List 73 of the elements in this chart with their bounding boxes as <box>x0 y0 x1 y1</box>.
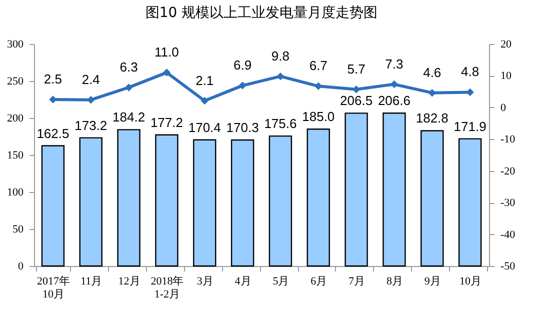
bar <box>382 112 406 267</box>
data-label: 2.5 <box>44 72 62 86</box>
bar <box>420 130 444 267</box>
data-label: 206.6 <box>378 93 410 108</box>
point <box>162 68 171 76</box>
bar <box>268 135 292 267</box>
data-label: 173.2 <box>74 118 108 133</box>
x-tick-label: 2018年 1-2月 <box>150 276 184 300</box>
point <box>276 72 284 80</box>
y-tick-label: 200 <box>7 112 24 124</box>
point <box>200 96 208 105</box>
data-label: 206.5 <box>340 93 373 108</box>
y2-tick-label: -40 <box>500 228 516 241</box>
data-label: 9.8 <box>271 48 290 64</box>
y2-tick-label: 10 <box>500 70 512 82</box>
x-tick-label: 6月 <box>310 276 328 288</box>
bar <box>306 128 330 267</box>
y2-tick-label: 20 <box>500 38 512 50</box>
x-tick-label: 7月 <box>348 276 366 288</box>
chart-title: 图10 规模以上工业发电量月度走势图 <box>145 5 378 21</box>
data-label: 7.3 <box>385 56 404 72</box>
x-tick-label: 8月 <box>386 276 403 288</box>
data-label: 6.3 <box>120 59 138 74</box>
data-label: 2.4 <box>82 72 100 87</box>
y2-tick-label: -30 <box>500 197 516 210</box>
data-label: 6.9 <box>234 58 252 73</box>
data-label: 4.8 <box>461 64 480 80</box>
bar <box>155 134 178 267</box>
data-label: 185.0 <box>302 109 335 124</box>
y-tick-label: 0 <box>18 260 24 272</box>
bar <box>230 139 254 267</box>
data-label: 184.2 <box>112 110 146 125</box>
bar <box>79 137 102 267</box>
point <box>124 84 133 92</box>
y2-tick-label: 0 <box>500 102 506 114</box>
y-tick-label: 150 <box>7 150 24 162</box>
x-tick-label: 12月 <box>118 276 140 288</box>
y2-tick-label: -50 <box>500 260 516 272</box>
point <box>238 82 246 90</box>
data-label: 5.7 <box>347 61 366 76</box>
data-label: 4.6 <box>423 64 442 80</box>
y2-tick-label: -10 <box>500 134 516 146</box>
x-tick-label: 4月 <box>234 276 252 288</box>
data-label: 182.8 <box>416 110 448 126</box>
y-tick-label: 50 <box>12 224 24 236</box>
data-label: 175.6 <box>264 116 297 132</box>
bar <box>117 129 140 267</box>
data-label: 170.3 <box>226 120 259 135</box>
y-tick-label: 300 <box>7 38 24 50</box>
point <box>390 80 398 88</box>
x-tick-label: 9月 <box>424 276 441 288</box>
data-label: 170.4 <box>188 120 221 135</box>
x-tick-label: 5月 <box>272 276 290 288</box>
data-label: 162.5 <box>36 126 70 141</box>
y2-tick-label: -20 <box>500 165 516 178</box>
y-tick-label: 250 <box>7 76 24 88</box>
point <box>314 82 322 90</box>
bar <box>193 139 216 267</box>
data-label: 171.9 <box>454 118 486 134</box>
x-tick-label: 3月 <box>196 276 214 288</box>
data-label: 2.1 <box>196 72 214 88</box>
x-tick-label: 10月 <box>460 276 482 288</box>
data-label: 11.0 <box>154 44 179 60</box>
y-tick-label: 100 <box>7 186 24 198</box>
bar <box>344 112 368 267</box>
bar <box>458 138 482 267</box>
point <box>87 96 95 104</box>
data-label: 6.7 <box>309 58 328 74</box>
bar <box>41 145 65 267</box>
point <box>428 88 436 97</box>
data-label: 177.2 <box>150 114 183 130</box>
x-tick-label: 2017年 10月 <box>36 276 70 300</box>
x-tick-label: 11月 <box>80 276 102 288</box>
